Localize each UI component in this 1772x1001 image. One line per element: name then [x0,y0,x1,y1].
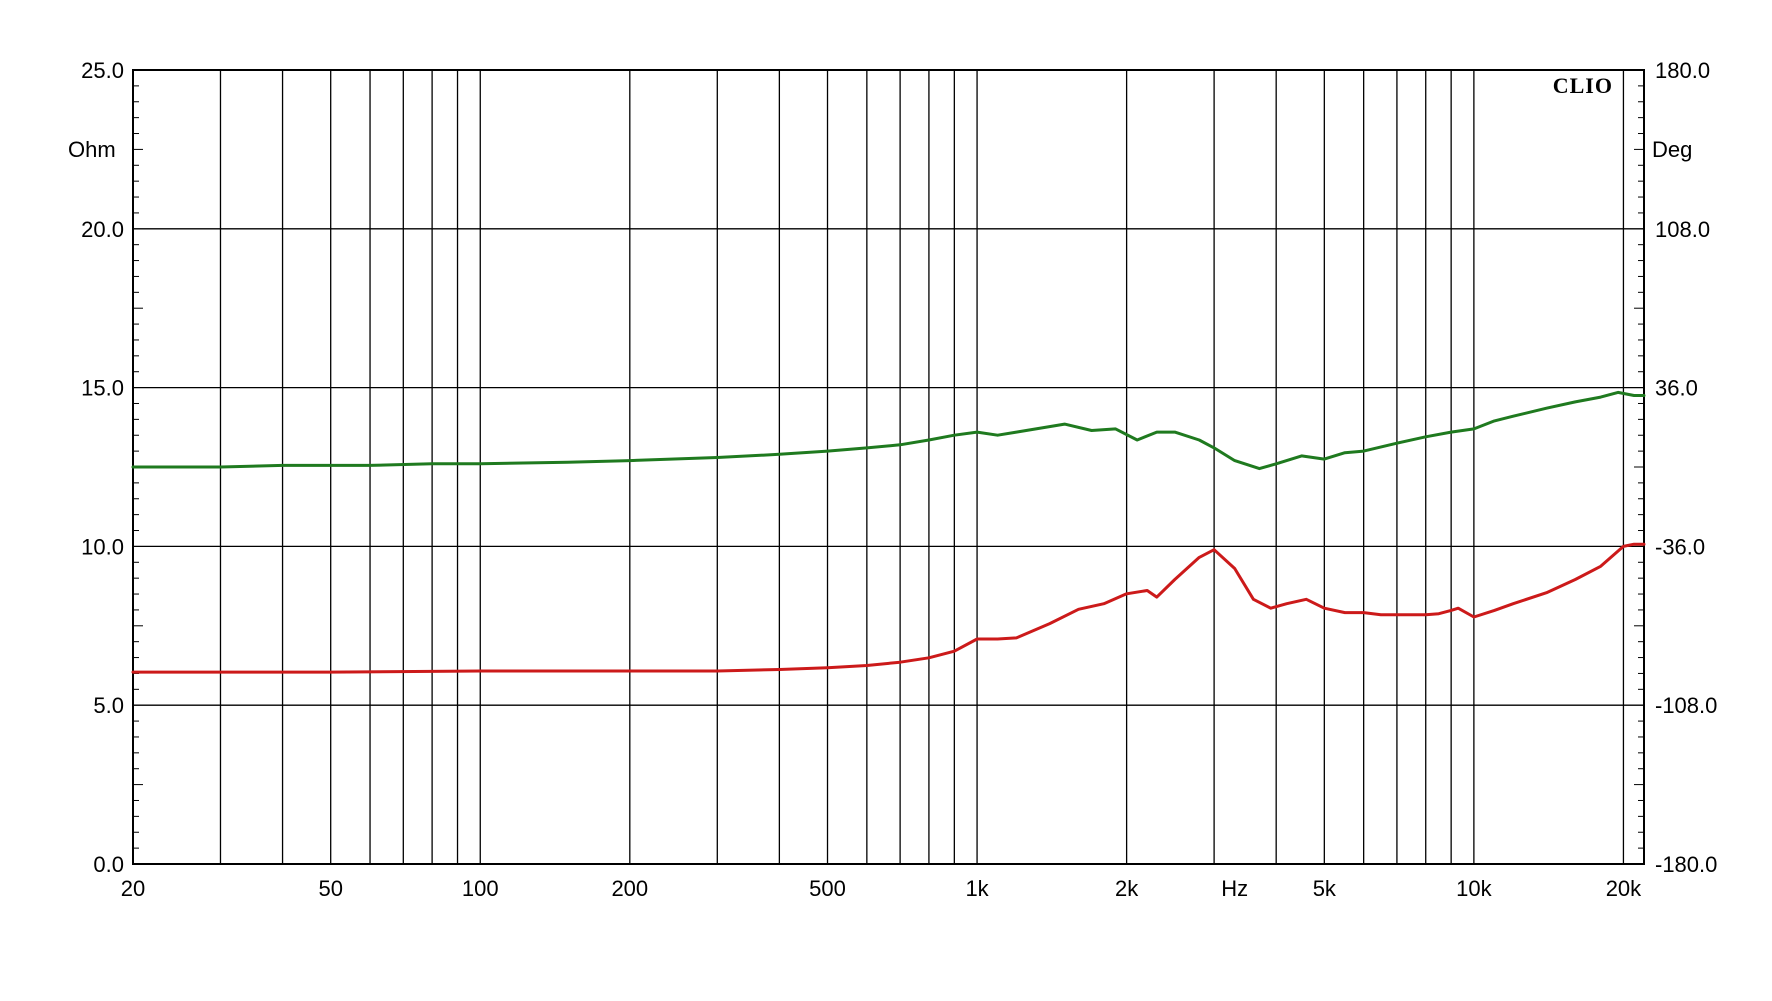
left-axis-tick-label: 5.0 [93,693,124,718]
left-axis-tick-label: 0.0 [93,852,124,877]
x-axis-tick-label: 100 [462,876,499,901]
x-axis-tick-label: 500 [809,876,846,901]
x-axis-tick-labels: 20 50 100 200 500 1k 2k 5k 10k 20k [121,876,1642,901]
left-axis-tick-labels: 0.0 5.0 10.0 15.0 20.0 25.0 [81,58,124,877]
x-axis-unit-label: Hz [1221,876,1248,901]
right-axis-tick-label: -108.0 [1655,693,1717,718]
right-axis-unit-label: Deg [1652,137,1692,162]
right-axis-tick-label: 108.0 [1655,217,1710,242]
left-axis-tick-label: 10.0 [81,534,124,559]
x-axis-tick-label: 20 [121,876,145,901]
right-axis-tick-label: -180.0 [1655,852,1717,877]
right-axis-tick-labels: -180.0 -108.0 -36.0 36.0 108.0 180.0 [1655,58,1717,877]
x-axis-tick-label: 200 [611,876,648,901]
x-axis-tick-label: 50 [318,876,342,901]
left-axis-unit-label: Ohm [68,137,116,162]
x-axis-tick-label: 2k [1115,876,1139,901]
right-axis-tick-label: -36.0 [1655,534,1705,559]
clio-brand-label: CLIO [1553,73,1613,98]
right-axis-tick-label: 36.0 [1655,376,1698,401]
grid-lines [133,69,1644,865]
phase-curve-line [131,542,1646,674]
left-axis-tick-label: 15.0 [81,376,124,401]
x-axis-tick-label: 5k [1313,876,1337,901]
impedance-curve-line [131,390,1646,471]
axis-minor-ticks [133,85,1644,849]
left-axis-tick-label: 25.0 [81,58,124,83]
right-axis-tick-label: 180.0 [1655,58,1710,83]
data-series [131,390,1646,674]
x-axis-tick-label: 20k [1606,876,1642,901]
x-axis-tick-label: 10k [1456,876,1492,901]
left-axis-tick-label: 20.0 [81,217,124,242]
x-axis-tick-label: 1k [965,876,989,901]
